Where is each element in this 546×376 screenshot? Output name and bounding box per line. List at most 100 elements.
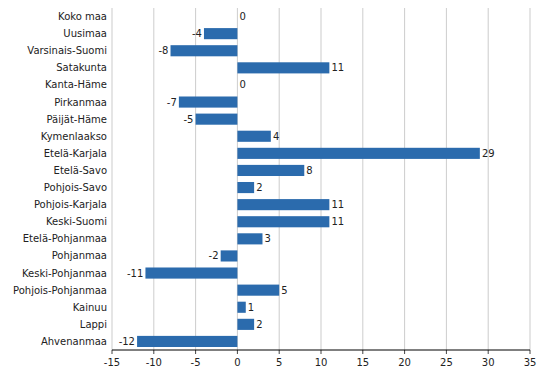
bar [237, 165, 304, 176]
bar [237, 148, 479, 159]
data-label: -4 [192, 28, 202, 39]
y-tick-label: Etelä-Savo [54, 165, 107, 176]
x-tick-label: 35 [524, 357, 537, 368]
bar [204, 28, 237, 39]
data-label: 8 [306, 165, 312, 176]
y-tick-label: Uusimaa [63, 28, 107, 39]
bar [137, 336, 237, 347]
y-tick-label: Ahvenanmaa [41, 336, 107, 347]
grid-line [446, 8, 447, 350]
bar [179, 96, 238, 107]
x-tick [446, 350, 447, 354]
data-label: -2 [209, 250, 219, 261]
y-tick-label: Etelä-Karjala [44, 148, 107, 159]
bar [237, 302, 245, 313]
bar [237, 233, 262, 244]
bar [237, 131, 270, 142]
y-tick-label: Etelä-Pohjanmaa [23, 233, 107, 244]
x-tick [153, 350, 154, 354]
y-tick-label: Satakunta [56, 62, 107, 73]
y-tick-label: Pirkanmaa [54, 97, 107, 108]
x-tick [530, 350, 531, 354]
bars [137, 28, 480, 347]
y-tick-label: Pohjanmaa [52, 250, 107, 261]
grid-line [404, 8, 405, 350]
y-tick-label: Pohjois-Karjala [34, 199, 107, 210]
x-tick-label: 10 [315, 357, 328, 368]
x-tick-label: 20 [398, 357, 411, 368]
x-tick [279, 350, 280, 354]
x-tick-label: -10 [146, 357, 162, 368]
y-tick-label: Varsinais-Suomi [27, 45, 107, 56]
x-tick [488, 350, 489, 354]
x-tick [404, 350, 405, 354]
x-tick-label: 0 [234, 357, 240, 368]
grid-line [237, 8, 238, 350]
data-label: 0 [239, 79, 245, 90]
data-labels: 0-4-8110-7-54298211113-2-11512-12 [119, 11, 495, 347]
chart-svg: -15-10-505101520253035Koko maaUusimaaVar… [0, 0, 546, 376]
grid-line [279, 8, 280, 350]
x-tick-label: 25 [440, 357, 453, 368]
data-label: 2 [256, 319, 262, 330]
x-tick-label: 15 [356, 357, 369, 368]
bar [171, 45, 238, 56]
grid-line [530, 8, 531, 350]
data-label: -12 [119, 336, 135, 347]
y-tick-label: Pohjois-Savo [44, 182, 107, 193]
x-tick [362, 350, 363, 354]
data-label: 1 [248, 302, 254, 313]
bar [237, 11, 238, 22]
data-label: -8 [158, 45, 168, 56]
bar [221, 250, 238, 261]
data-label: -5 [184, 114, 194, 125]
y-axis: Koko maa Uusimaa Varsinais-Suomi Satakunta K… [13, 11, 107, 347]
bar [237, 79, 238, 90]
bar [237, 199, 329, 210]
data-label: 5 [281, 285, 287, 296]
x-tick [321, 350, 322, 354]
y-tick-label: Pohjois-Pohjanmaa [13, 285, 107, 296]
x-tick-label: 5 [276, 357, 282, 368]
grid-line [112, 8, 113, 350]
x-axis-line [112, 350, 530, 351]
grid-line [362, 8, 363, 350]
x-tick [237, 350, 238, 354]
y-tick-label: Keski-Pohjanmaa [22, 268, 107, 279]
grid-line [153, 8, 154, 350]
y-tick-label: Keski-Suomi [46, 216, 107, 227]
grid-line [195, 8, 196, 350]
data-label: 29 [482, 148, 495, 159]
bar [237, 182, 254, 193]
grid [112, 8, 530, 350]
bar [237, 319, 254, 330]
x-tick [195, 350, 196, 354]
grid-line [321, 8, 322, 350]
bar [196, 114, 238, 125]
data-label: 0 [239, 11, 245, 22]
bar [237, 62, 329, 73]
data-label: 11 [331, 62, 344, 73]
bar [237, 285, 279, 296]
data-label: -11 [127, 268, 143, 279]
y-tick-label: Koko maa [58, 11, 107, 22]
y-tick-label: Kanta-Häme [45, 79, 107, 90]
x-tick [112, 350, 113, 354]
bar [237, 216, 329, 227]
grid-line [488, 8, 489, 350]
data-label: 3 [265, 233, 271, 244]
data-label: 11 [331, 199, 344, 210]
x-tick-label: -5 [191, 357, 201, 368]
bar [145, 267, 237, 278]
chart-container: -15-10-505101520253035Koko maaUusimaaVar… [0, 0, 546, 376]
data-label: 2 [256, 182, 262, 193]
x-tick-label: -15 [104, 357, 120, 368]
y-tick-label: Päijät-Häme [47, 114, 107, 125]
x-axis: -15 -10 -5 0 5 10 15 20 25 30 35 [104, 350, 537, 368]
data-label: -7 [167, 97, 177, 108]
y-tick-label: Lappi [80, 319, 107, 330]
x-tick-label: 30 [482, 357, 495, 368]
data-label: 4 [273, 131, 279, 142]
y-tick-label: Kainuu [73, 302, 107, 313]
y-tick-label: Kymenlaakso [41, 131, 107, 142]
